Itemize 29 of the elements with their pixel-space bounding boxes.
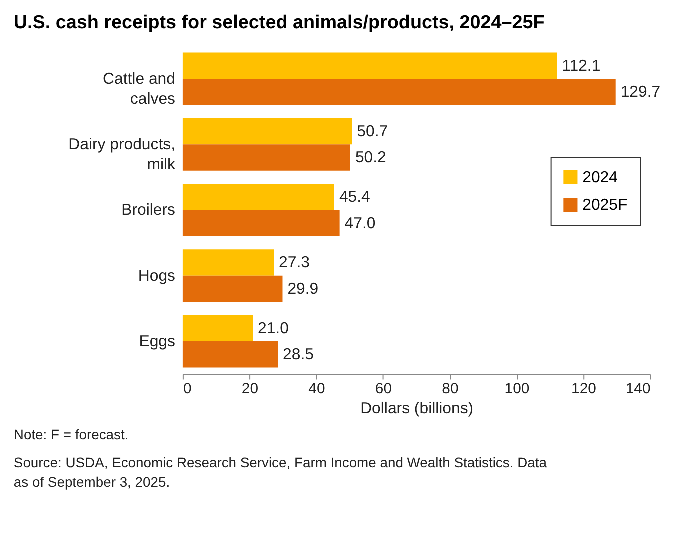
y-tick-label: Dairy products, milk <box>68 136 176 174</box>
data-label: 29.9 <box>288 280 319 298</box>
data-label: 45.4 <box>339 189 371 206</box>
data-label: 50.7 <box>357 123 388 140</box>
x-tick-label: 60 <box>375 382 392 398</box>
x-axis-title: Dollars (billions) <box>360 400 474 418</box>
data-label: 129.7 <box>620 84 661 102</box>
data-label: 47.0 <box>344 215 376 232</box>
x-tick-label: 0 <box>183 382 192 398</box>
data-label: 27.3 <box>279 254 310 272</box>
legend-label: 2025F <box>582 197 628 214</box>
y-tick-label: Eggs <box>139 333 176 350</box>
x-tick-label: 120 <box>572 382 596 398</box>
y-tick-label: Hogs <box>138 268 176 285</box>
x-tick-label: 20 <box>242 382 258 398</box>
data-label: 50.2 <box>355 150 387 167</box>
chart-title: U.S. cash receipts for selected animals/products, 2024–25F <box>14 12 545 34</box>
x-tick-label: 100 <box>504 382 530 398</box>
x-tick-label: 140 <box>626 382 651 398</box>
source-note: Source: USDA, Economic Research Service, Farm Income and Wealth Statistics. Data as of September 3, 2025. <box>14 454 548 490</box>
y-tick-label: Cattle and calves <box>103 70 176 108</box>
text: Note: F = forecast. <box>14 426 129 442</box>
data-label: 112.1 <box>562 58 601 75</box>
x-tick-label: 40 <box>308 382 326 398</box>
legend-label: 2024 <box>582 169 618 186</box>
data-label: 28.5 <box>283 346 314 364</box>
y-tick-label: Broilers <box>122 202 176 220</box>
x-tick-label: 80 <box>442 382 459 398</box>
data-label: 21.0 <box>258 320 290 338</box>
